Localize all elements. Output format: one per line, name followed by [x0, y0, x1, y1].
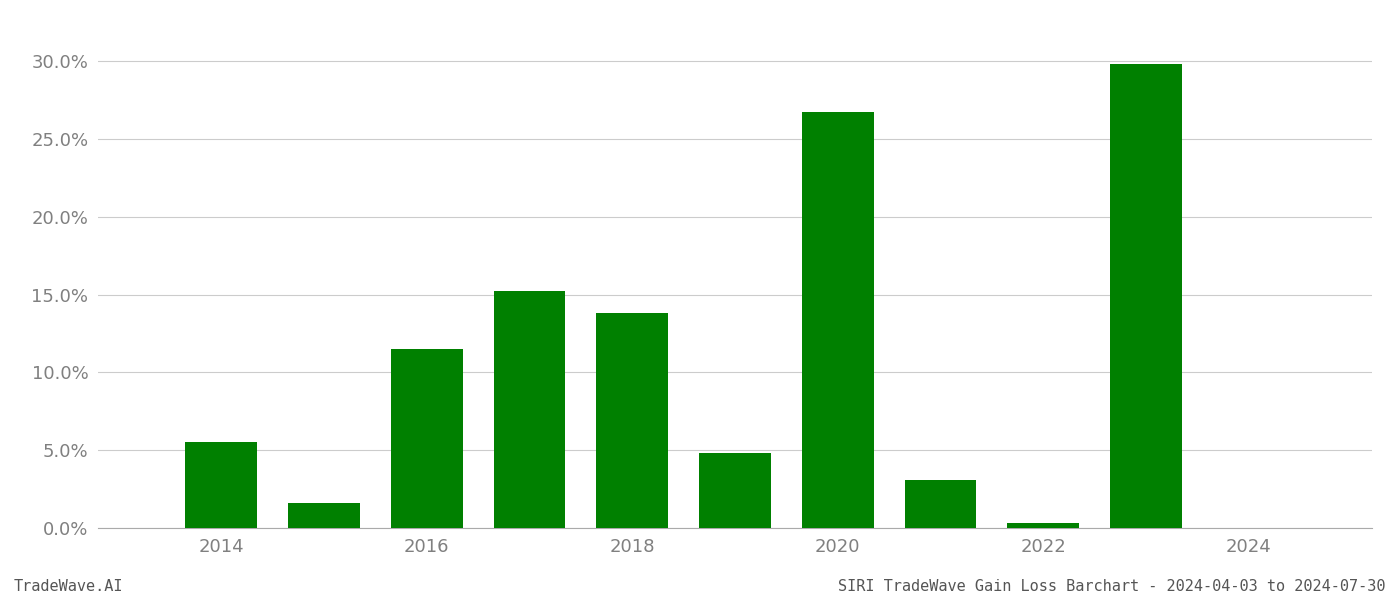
- Bar: [494, 292, 566, 528]
- Bar: [1110, 64, 1182, 528]
- Bar: [391, 349, 463, 528]
- Bar: [904, 480, 976, 528]
- Text: TradeWave.AI: TradeWave.AI: [14, 579, 123, 594]
- Bar: [288, 503, 360, 528]
- Bar: [1007, 523, 1079, 528]
- Bar: [596, 313, 668, 528]
- Bar: [185, 442, 258, 528]
- Bar: [802, 112, 874, 528]
- Text: SIRI TradeWave Gain Loss Barchart - 2024-04-03 to 2024-07-30: SIRI TradeWave Gain Loss Barchart - 2024…: [839, 579, 1386, 594]
- Bar: [699, 454, 771, 528]
